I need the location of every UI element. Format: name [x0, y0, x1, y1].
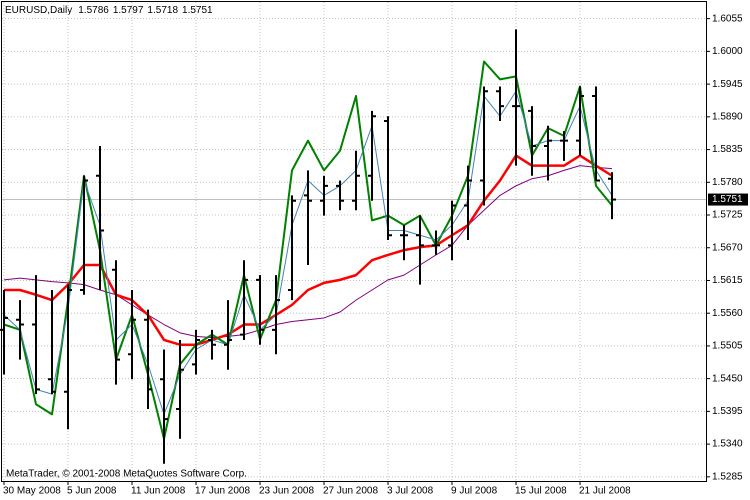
y-tick-label: 1.5395 [712, 406, 743, 417]
x-tick-label: 23 Jun 2008 [259, 486, 314, 497]
indicator-line [4, 154, 613, 346]
x-tick-label: 17 Jun 2008 [195, 486, 250, 497]
y-tick-label: 1.6000 [712, 46, 743, 57]
y-tick-label: 1.5835 [712, 144, 743, 155]
current-price-box [708, 193, 748, 206]
x-tick-label: 3 Jul 2008 [387, 486, 434, 497]
y-tick-label: 1.5560 [712, 308, 743, 319]
x-tick-label: 30 May 2008 [3, 486, 61, 497]
current-price-label: 1.5751 [712, 194, 743, 205]
y-tick-label: 1.5890 [712, 111, 743, 122]
header-open: 1.5786 [78, 5, 109, 16]
plot-border [1, 1, 707, 482]
footer: MetaTrader, © 2001-2008 MetaQuotes Softw… [6, 469, 247, 480]
header-high: 1.5797 [113, 5, 144, 16]
y-tick-label: 1.5450 [712, 373, 743, 384]
y-tick-label: 1.6055 [712, 13, 743, 24]
header-close: 1.5751 [182, 5, 213, 16]
y-tick-label: 1.5945 [712, 79, 743, 90]
x-tick-label: 11 Jun 2008 [131, 486, 186, 497]
header-low: 1.5718 [147, 5, 178, 16]
y-tick-label: 1.5615 [712, 275, 743, 286]
y-tick-label: 1.5670 [712, 242, 743, 253]
indicator-line [3, 60, 613, 440]
y-tick-label: 1.5340 [712, 439, 743, 450]
x-tick-label: 21 Jul 2008 [579, 486, 631, 497]
y-tick-label: 1.5780 [712, 177, 743, 188]
y-tick-label: 1.5285 [712, 471, 743, 482]
x-tick-label: 5 Jun 2008 [67, 486, 117, 497]
chart-header: EURUSD,Daily 1.5786 1.5797 1.5718 1.5751 [5, 5, 213, 16]
y-tick-label: 1.5725 [712, 210, 743, 221]
chart-title: EURUSD,Daily [5, 5, 72, 16]
x-tick-label: 9 Jul 2008 [451, 486, 498, 497]
x-tick-label: 15 Jul 2008 [515, 486, 567, 497]
x-tick-label: 27 Jun 2008 [323, 486, 378, 497]
y-tick-label: 1.5505 [712, 341, 743, 352]
